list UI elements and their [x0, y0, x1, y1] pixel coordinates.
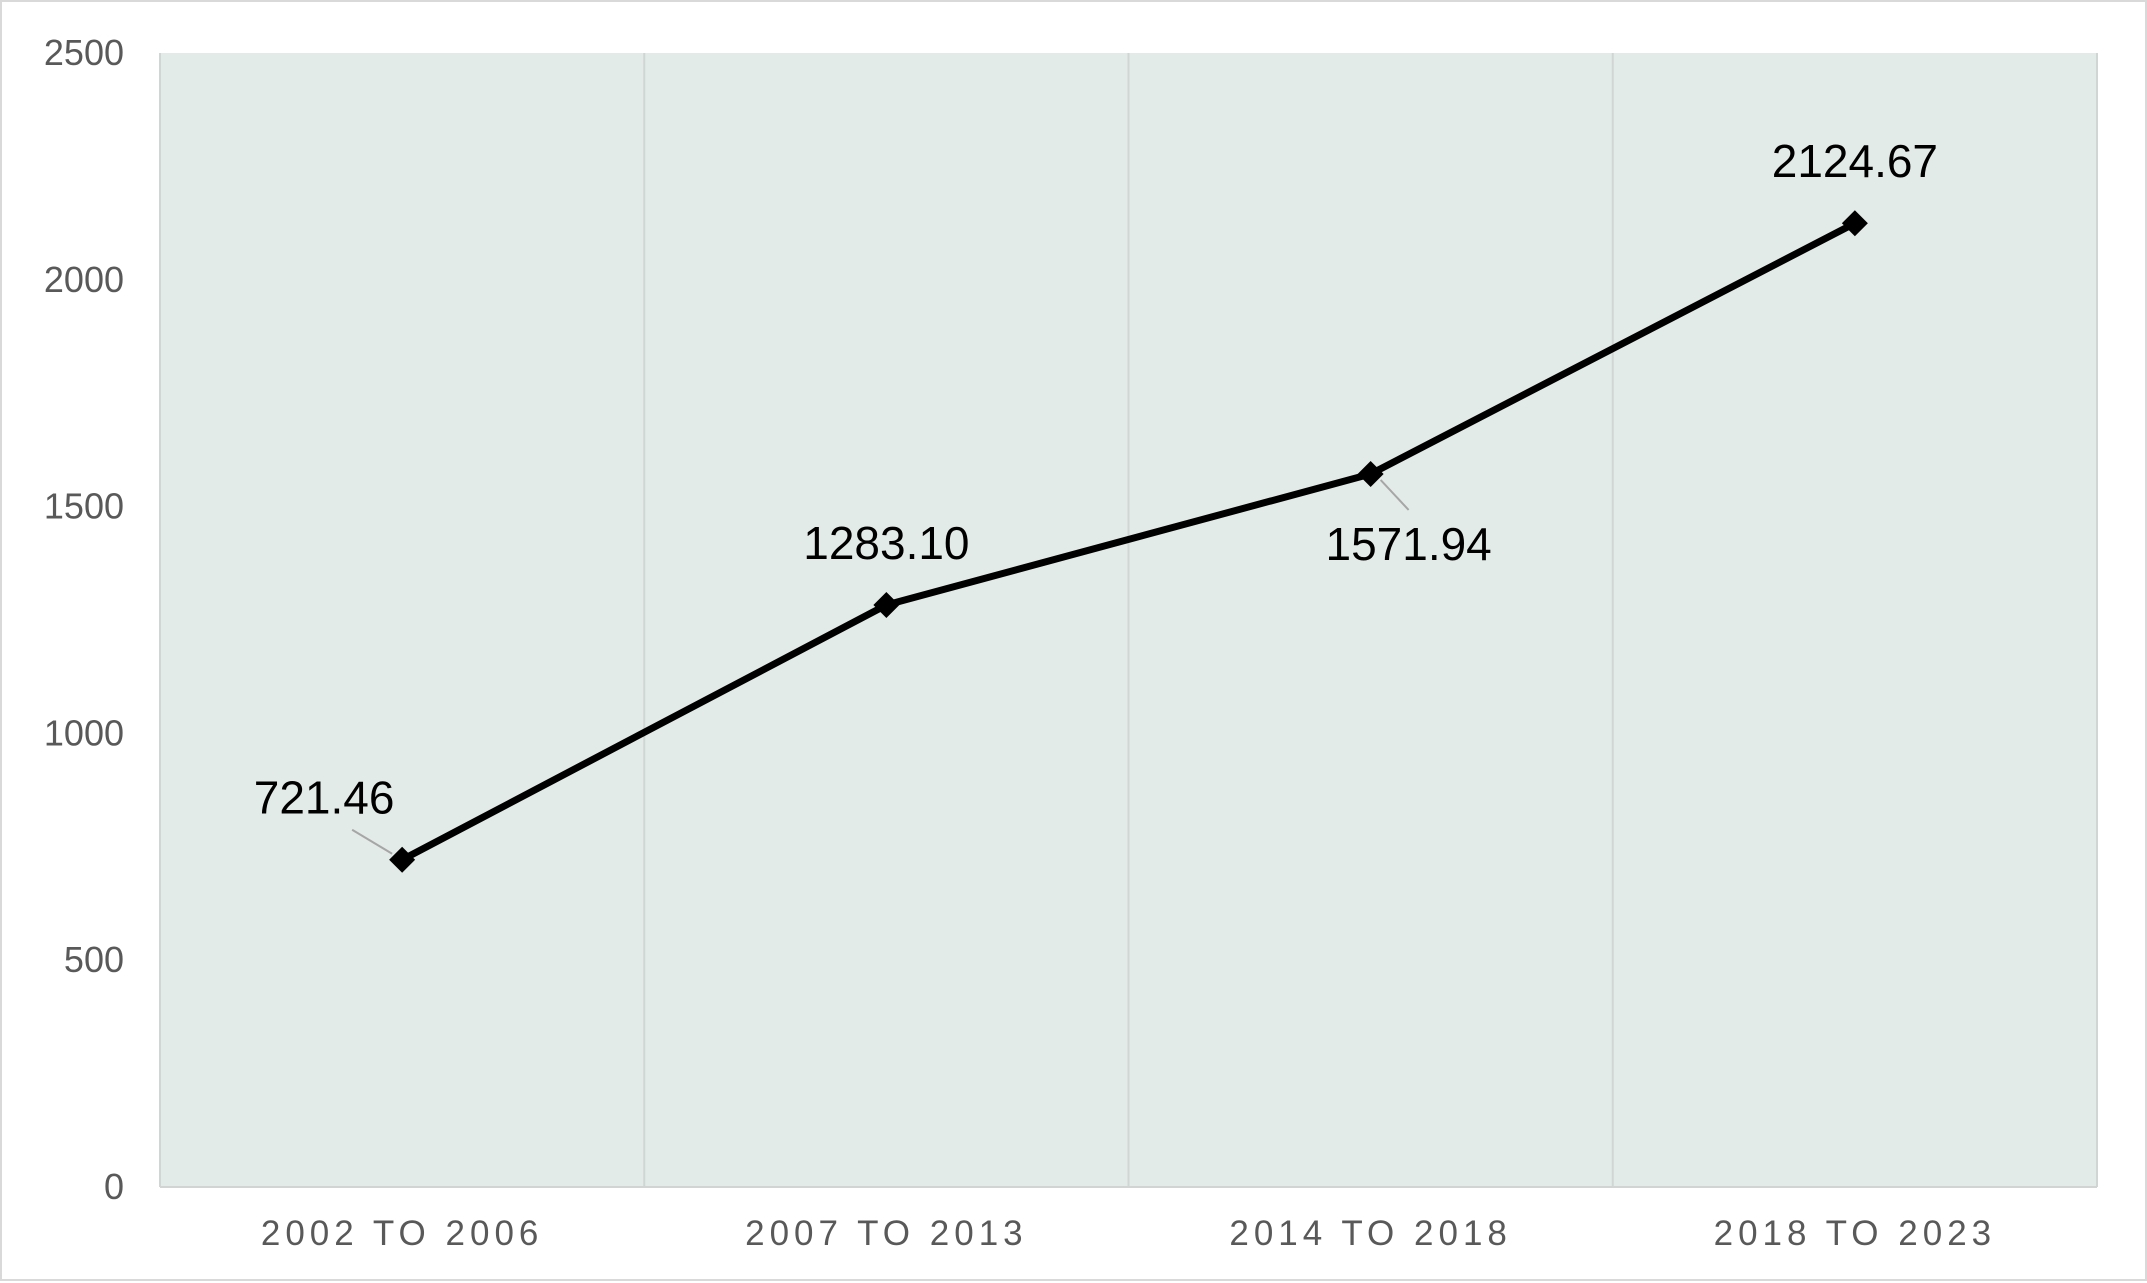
y-tick-label: 1500 — [44, 486, 124, 527]
y-tick-label: 1000 — [44, 712, 124, 753]
series-line — [400, 220, 1857, 863]
data-label: 1571.94 — [1325, 518, 1491, 570]
data-label: 1283.10 — [803, 517, 969, 569]
data-point-marker — [873, 591, 900, 618]
x-tick-label: 2007 TO 2013 — [745, 1214, 1028, 1253]
x-tick-label: 2002 TO 2006 — [261, 1214, 544, 1253]
data-label-leader — [1379, 479, 1410, 511]
data-point-marker — [389, 846, 416, 873]
y-tick-label: 2000 — [44, 259, 124, 300]
data-label-leader — [351, 828, 393, 855]
data-label: 2124.67 — [1772, 135, 1938, 187]
data-point-marker — [1357, 460, 1384, 487]
data-label: 721.46 — [254, 772, 395, 824]
data-point-marker — [1841, 210, 1868, 237]
y-tick-label: 0 — [104, 1166, 124, 1207]
x-tick-label: 2018 TO 2023 — [1714, 1214, 1997, 1253]
x-tick-label: 2014 TO 2018 — [1229, 1214, 1512, 1253]
y-tick-label: 2500 — [44, 32, 124, 73]
y-tick-label: 500 — [64, 939, 124, 980]
